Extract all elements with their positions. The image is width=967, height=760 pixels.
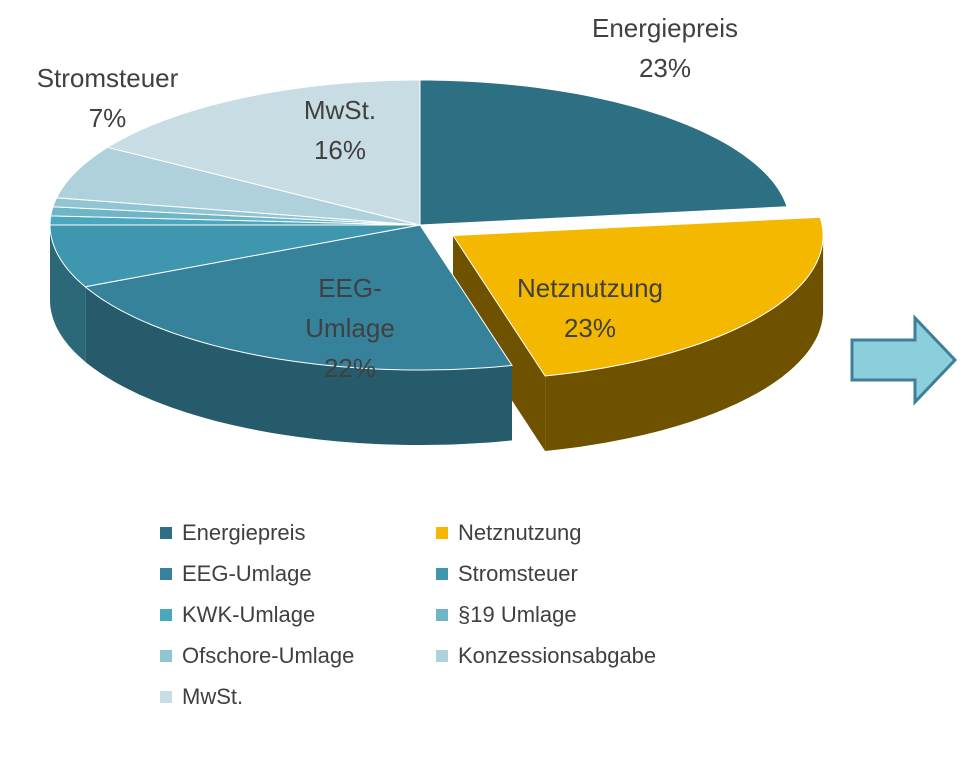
- legend-label: KWK-Umlage: [182, 602, 316, 627]
- slice-label: Stromsteuer 7%: [0, 58, 215, 138]
- slice-label-name: EEG-Umlage: [305, 273, 395, 343]
- legend-item: Energiepreis: [160, 518, 306, 548]
- slice-side: [85, 286, 512, 445]
- legend-swatch: [160, 609, 172, 621]
- legend-swatch: [160, 568, 172, 580]
- slice: [419, 79, 788, 226]
- slice-label: MwSt. 16%: [265, 90, 415, 170]
- legend-swatch: [436, 568, 448, 580]
- slice: [452, 216, 824, 377]
- legend-item: Netznutzung: [436, 518, 582, 548]
- slice-label-name: Stromsteuer: [36, 63, 179, 93]
- slice-label-name: MwSt.: [303, 95, 377, 125]
- slice-label-value: 23%: [638, 53, 692, 83]
- slice: [49, 224, 421, 288]
- slice-label-value: 23%: [563, 313, 617, 343]
- legend-item: Konzessionsabgabe: [436, 641, 656, 671]
- slice-side: [453, 235, 546, 451]
- legend-item: Stromsteuer: [436, 559, 578, 589]
- slice-label-value: 7%: [88, 103, 127, 133]
- legend-label: MwSt.: [182, 684, 244, 709]
- slice-label-value: 22%: [323, 353, 377, 383]
- legend-label: EEG-Umlage: [182, 561, 312, 586]
- legend-swatch: [436, 609, 448, 621]
- legend-item: Ofschore-Umlage: [160, 641, 354, 671]
- slice-label-name: Netznutzung: [517, 273, 663, 303]
- slice-side: [50, 225, 86, 362]
- legend-label: Konzessionsabgabe: [458, 643, 657, 668]
- slice-label: EEG-Umlage 22%: [290, 268, 410, 388]
- legend-label: §19 Umlage: [458, 602, 577, 627]
- slice: [106, 79, 421, 226]
- legend-label: Stromsteuer: [458, 561, 578, 586]
- legend-label: Netznutzung: [458, 520, 582, 545]
- slice: [55, 146, 421, 226]
- legend-item: §19 Umlage: [436, 600, 577, 630]
- slice-label-name: Energiepreis: [592, 13, 738, 43]
- legend-label: Energiepreis: [182, 520, 306, 545]
- slice: [84, 224, 513, 371]
- legend-swatch: [160, 691, 172, 703]
- legend-swatch: [436, 650, 448, 662]
- slice-label: Netznutzung 23%: [490, 268, 690, 348]
- legend-label: Ofschore-Umlage: [182, 643, 355, 668]
- slice-side: [545, 235, 824, 451]
- slice-label: Energiepreis 23%: [555, 8, 775, 88]
- legend-swatch: [160, 650, 172, 662]
- legend-swatch: [436, 527, 448, 539]
- legend-item: EEG-Umlage: [160, 559, 312, 589]
- legend-item: KWK-Umlage: [160, 600, 315, 630]
- slice-label-value: 16%: [313, 135, 367, 165]
- legend-item: MwSt.: [160, 682, 243, 712]
- arrow: [850, 314, 958, 406]
- legend-swatch: [160, 527, 172, 539]
